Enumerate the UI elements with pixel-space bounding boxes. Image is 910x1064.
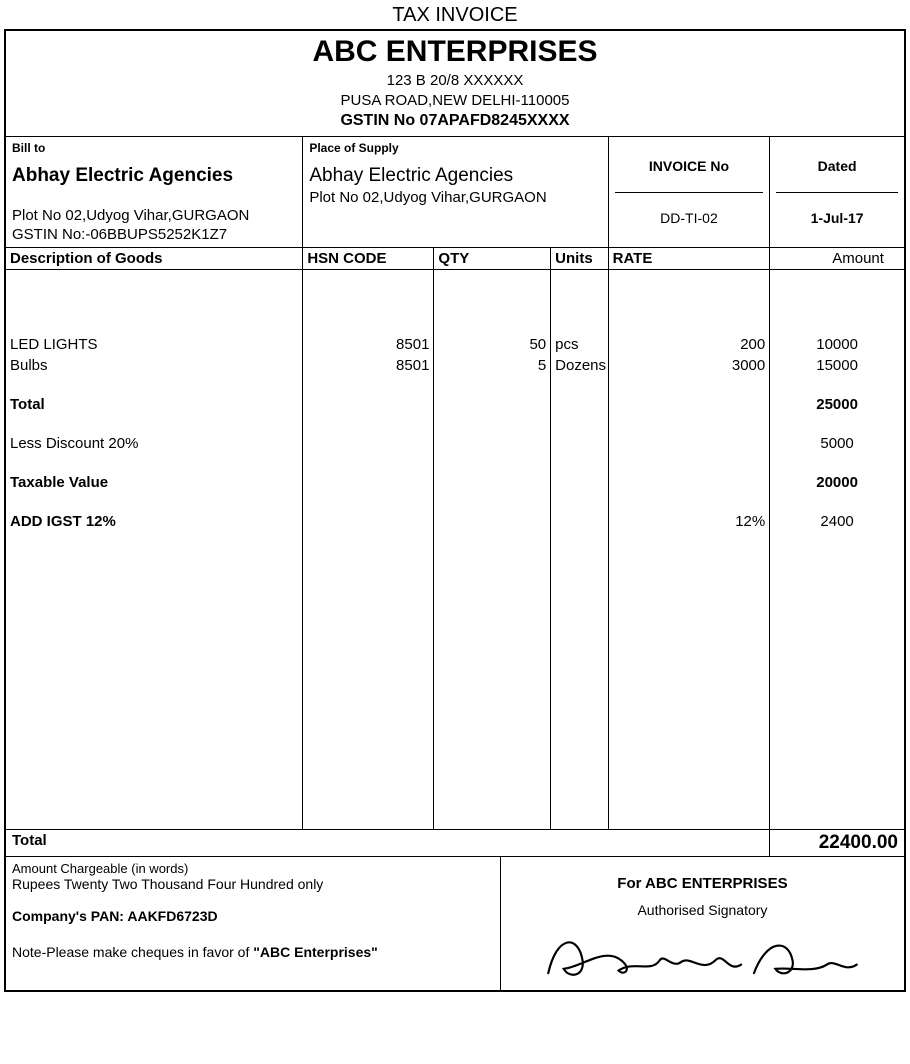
summary-igst-label: ADD IGST 12% <box>10 511 298 532</box>
col-units: pcs Dozens <box>550 270 607 829</box>
col-header-rate: RATE <box>608 248 770 269</box>
dated-cell: Dated 1-Jul-17 <box>769 137 904 247</box>
supply-address: Plot No 02,Udyog Vihar,GURGAON <box>309 189 601 206</box>
col-header-qty: QTY <box>433 248 550 269</box>
seller-gstin: GSTIN No 07APAFD8245XXXX <box>6 112 904 130</box>
meta-grid: Bill to Abhay Electric Agencies Plot No … <box>6 136 904 247</box>
item-rate: 3000 <box>613 355 766 376</box>
seller-address-2: PUSA ROAD,NEW DELHI-110005 <box>6 91 904 111</box>
dated-label: Dated <box>776 141 898 192</box>
invoice-no-cell: INVOICE No DD-TI-02 <box>608 137 770 247</box>
summary-discount-label: Less Discount 20% <box>10 433 298 454</box>
bill-to-cell: Bill to Abhay Electric Agencies Plot No … <box>6 137 302 247</box>
invoice-header: ABC ENTERPRISES 123 B 20/8 XXXXXX PUSA R… <box>6 31 904 136</box>
items-body: LED LIGHTS Bulbs Total Less Discount 20%… <box>6 269 904 829</box>
document-title: TAX INVOICE <box>4 4 906 27</box>
item-units: pcs <box>555 334 603 355</box>
item-qty: 5 <box>438 355 546 376</box>
summary-taxable-amount: 20000 <box>774 472 900 493</box>
summary-discount-amount: 5000 <box>774 433 900 454</box>
company-pan: Company's PAN: AAKFD6723D <box>12 908 494 924</box>
col-header-amount: Amount <box>769 248 904 269</box>
seller-address-1: 123 B 20/8 XXXXXX <box>6 71 904 91</box>
footer: Amount Chargeable (in words) Rupees Twen… <box>6 856 904 990</box>
summary-igst-amount: 2400 <box>774 511 900 532</box>
place-of-supply-label: Place of Supply <box>309 141 601 155</box>
item-units: Dozens <box>555 355 603 376</box>
col-qty: 50 5 <box>433 270 550 829</box>
amount-words: Rupees Twenty Two Thousand Four Hundred … <box>12 876 494 892</box>
bill-to-address: Plot No 02,Udyog Vihar,GURGAON <box>12 207 296 224</box>
authorised-signatory-label: Authorised Signatory <box>507 902 898 918</box>
col-header-hsn: HSN CODE <box>302 248 433 269</box>
for-company-line: For ABC ENTERPRISES <box>507 875 898 892</box>
supply-name: Abhay Electric Agencies <box>309 165 601 187</box>
signature-image <box>507 926 898 986</box>
place-of-supply-cell: Place of Supply Abhay Electric Agencies … <box>302 137 607 247</box>
col-header-units: Units <box>550 248 607 269</box>
grand-total-label: Total <box>6 830 769 856</box>
invoice-no-value: DD-TI-02 <box>615 192 764 244</box>
col-header-desc: Description of Goods <box>6 248 302 269</box>
item-hsn: 8501 <box>307 355 429 376</box>
footer-note: Note-Please make cheques in favor of "AB… <box>12 944 494 960</box>
item-rate: 200 <box>613 334 766 355</box>
col-desc: LED LIGHTS Bulbs Total Less Discount 20%… <box>6 270 302 829</box>
item-amount: 15000 <box>774 355 900 376</box>
item-desc: LED LIGHTS <box>10 334 298 355</box>
col-rate: 200 3000 12% <box>608 270 770 829</box>
invoice-no-label: INVOICE No <box>615 141 764 192</box>
grand-total-amount: 22400.00 <box>769 830 904 856</box>
item-hsn: 8501 <box>307 334 429 355</box>
dated-value: 1-Jul-17 <box>776 192 898 244</box>
summary-igst-rate: 12% <box>613 511 766 532</box>
col-amount: 10000 15000 25000 5000 20000 2400 <box>769 270 904 829</box>
amount-words-label: Amount Chargeable (in words) <box>12 861 494 876</box>
bill-to-label: Bill to <box>12 141 296 155</box>
footer-left: Amount Chargeable (in words) Rupees Twen… <box>6 857 500 990</box>
summary-taxable-label: Taxable Value <box>10 472 298 493</box>
bill-to-name: Abhay Electric Agencies <box>12 165 296 187</box>
item-qty: 50 <box>438 334 546 355</box>
items-header-row: Description of Goods HSN CODE QTY Units … <box>6 247 904 269</box>
invoice-container: ABC ENTERPRISES 123 B 20/8 XXXXXX PUSA R… <box>4 29 906 992</box>
item-amount: 10000 <box>774 334 900 355</box>
grand-total-row: Total 22400.00 <box>6 829 904 856</box>
bill-to-gstin: GSTIN No:-06BBUPS5252K1Z7 <box>12 226 296 243</box>
summary-total-amount: 25000 <box>774 394 900 415</box>
seller-name: ABC ENTERPRISES <box>6 35 904 69</box>
summary-total-label: Total <box>10 394 298 415</box>
footer-right: For ABC ENTERPRISES Authorised Signatory <box>500 857 904 990</box>
col-hsn: 8501 8501 <box>302 270 433 829</box>
item-desc: Bulbs <box>10 355 298 376</box>
